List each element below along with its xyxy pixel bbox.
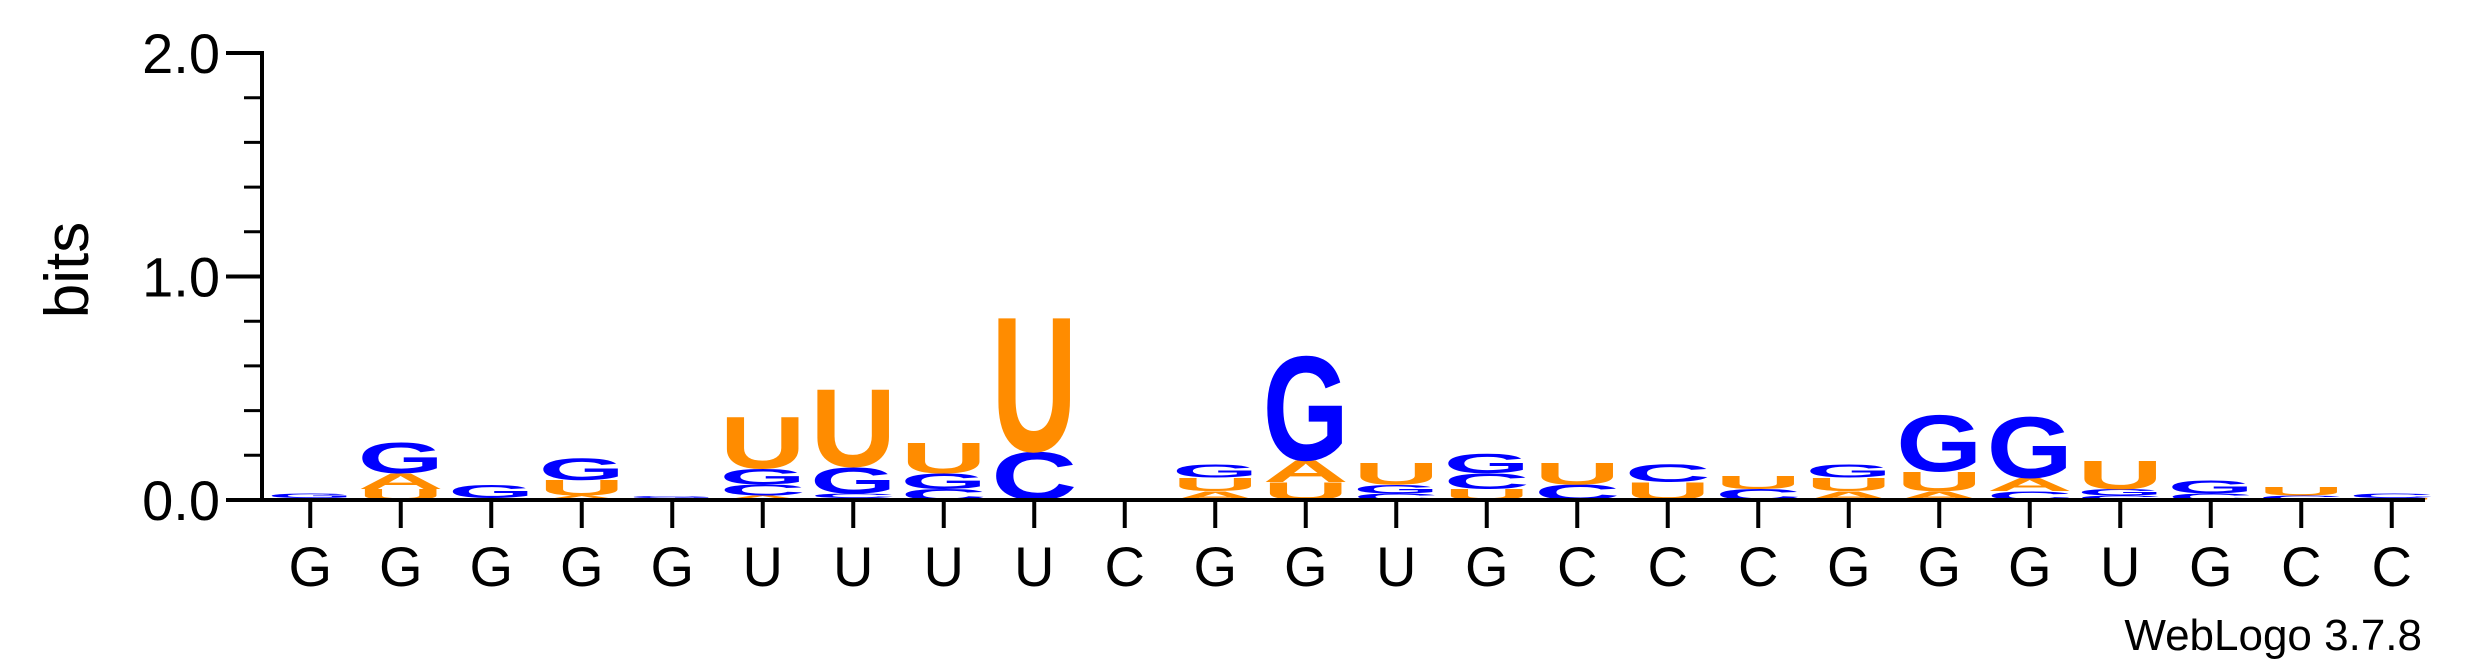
logo-letter-u: U [720,402,806,485]
x-tick-label: G [288,535,332,598]
logo-letter-c: C [810,492,896,499]
x-tick-label: U [833,535,873,598]
logo-letter-u: U [1172,474,1258,495]
logo-letter-c: C [720,481,806,498]
logo-letter-u: U [1806,474,1892,495]
logo-letter-u: U [810,366,896,491]
x-tick-label: C [1557,535,1597,598]
logo-letter-g: G [1353,482,1439,496]
logo-letter-a: A [358,470,444,494]
logo-letter-g: G [1444,448,1530,479]
x-tick-label: G [1193,535,1237,598]
x-tick-label: G [560,535,604,598]
y-tick-label: 2.0 [142,22,220,85]
x-tick-label: C [1648,535,1688,598]
x-tick-label: C [2372,535,2412,598]
logo-letter-u: U [539,476,625,500]
x-tick-label: U [924,535,964,598]
logo-letter-g: G [1896,398,1982,489]
logo-letter-c: C [2349,492,2435,499]
logo-letter-g: G [1806,461,1892,482]
x-tick-label: U [1376,535,1416,598]
logo-letter-g: G [1263,325,1349,492]
logo-letter-u: U [1715,472,1801,493]
x-tick-label: U [743,535,783,598]
logo-letter-g: G [358,434,444,483]
logo-letter-u: U [1353,457,1439,492]
logo-letter-g: G [539,452,625,486]
x-tick-label: G [469,535,513,598]
x-tick-label: G [2189,535,2233,598]
logo-letter-c: C [2077,494,2163,501]
x-tick-label: G [1284,535,1328,598]
x-tick-label: U [2100,535,2140,598]
logo-letter-a: A [1987,474,2073,495]
logo-letter-u: U [1896,466,1982,497]
logo-letter-g: G [720,465,806,489]
logo-letter-c: C [1353,492,1439,502]
x-tick-label: C [1738,535,1778,598]
logo-letter-g: G [810,460,896,502]
x-tick-label: G [1465,535,1509,598]
logo-letter-g: G [267,492,353,499]
logo-letter-a: A [720,494,806,501]
logo-letter-g: G [901,469,987,493]
weblogo-credit: WebLogo 3.7.8 [2124,611,2422,660]
x-tick-label: G [1917,535,1961,598]
y-tick-label: 1.0 [142,246,220,309]
logo-letter-c: C [1444,470,1530,494]
logo-letter-a: A [1263,454,1349,489]
logo-letter-a: A [539,494,625,501]
x-tick-label: G [2008,535,2052,598]
y-tick-label: 0.0 [142,469,220,532]
logo-letter-g: G [629,495,715,498]
logo-letter-c: C [1625,460,1711,488]
logo-letter-g: G [1987,400,2073,497]
logo-letter-u: U [2258,484,2344,498]
logo-letter-u: U [2077,453,2163,498]
y-axis: 0.0 1.0 2.0 [142,22,264,532]
x-tick-label: G [1827,535,1871,598]
logo-letter-g: G [448,481,534,502]
logo-letter-u: U [901,434,987,482]
logo-letter-g: G [2077,487,2163,497]
x-tick-label: C [1105,535,1145,598]
logo-letter-c: C [2168,492,2254,502]
x-tick-label: G [650,535,694,598]
logo-letter-stacks: UGUAGUGAUGUGACGUACGUCGUCUAUGUAGCGUUCGCUU… [267,276,2434,514]
x-tick-label: G [379,535,423,598]
x-tick-label: C [2281,535,2321,598]
logo-letter-g: G [2168,476,2254,497]
logo-letter-u: U [991,276,1077,491]
x-tick-label: U [1014,535,1054,598]
logo-letter-g: G [1172,461,1258,482]
logo-letter-u: U [1534,457,1620,492]
logo-letter-c: C [2258,494,2344,501]
y-axis-title: bits [33,222,102,318]
